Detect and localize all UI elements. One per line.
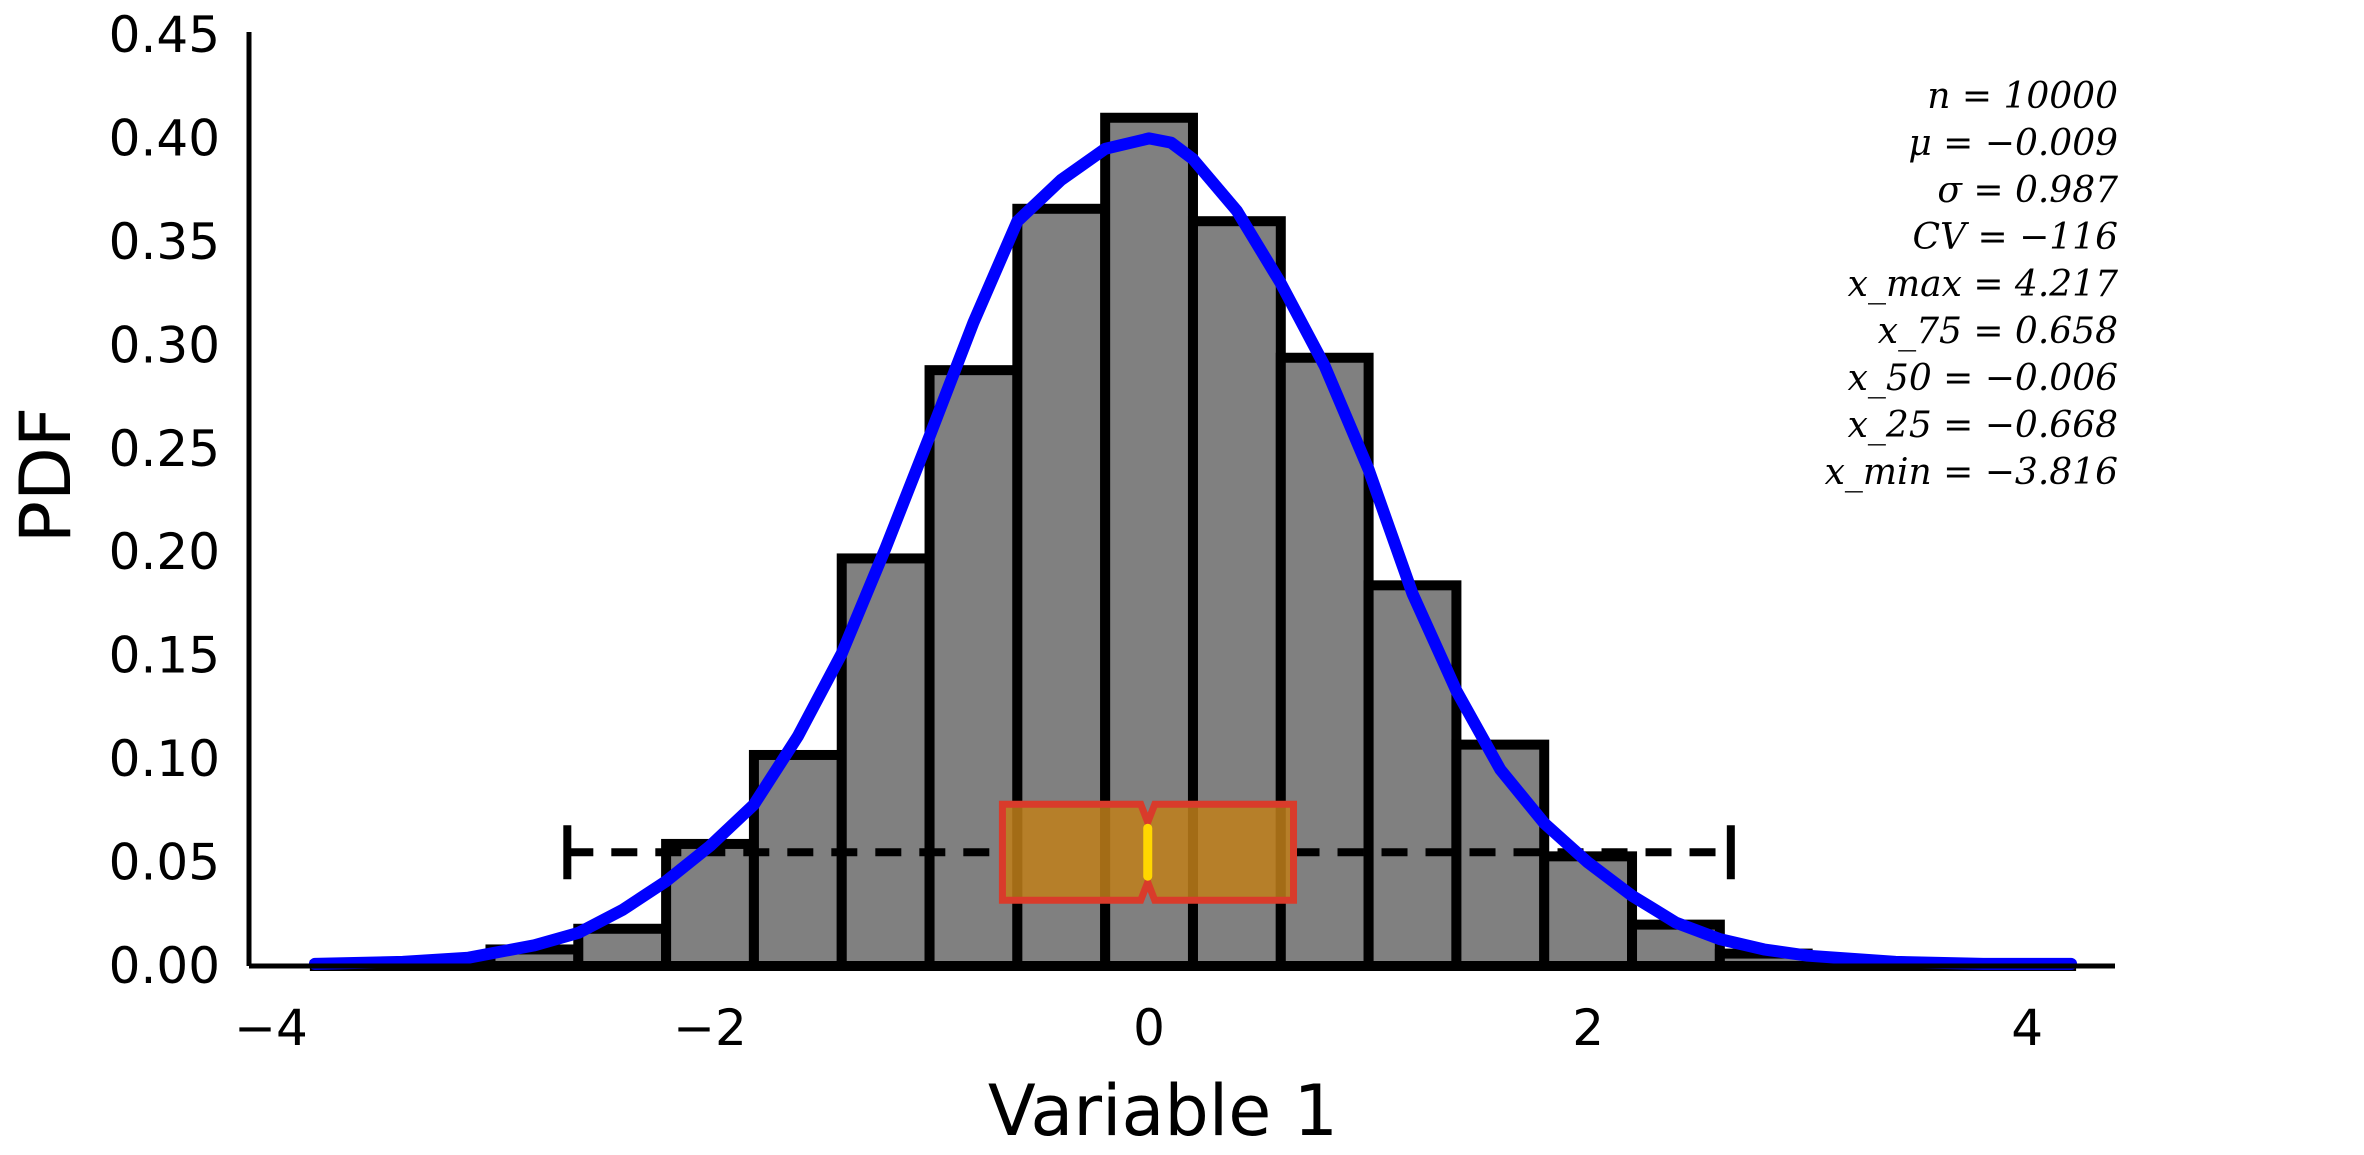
stat-annotation: n = 10000 bbox=[1927, 76, 2118, 117]
stat-annotation: x_50 = −0.006 bbox=[1848, 358, 2118, 399]
y-tick-label: 0.45 bbox=[109, 6, 220, 64]
tick-labels: −4 −2 0 2 4 0.00 0.05 0.10 0.15 0.20 0.25 0.30 0.35 0… bbox=[109, 6, 2043, 1057]
y-tick-label: 0.25 bbox=[109, 420, 220, 478]
axes bbox=[246, 32, 2115, 969]
y-tick-label: 0.15 bbox=[109, 627, 220, 685]
y-axis-title: PDF bbox=[5, 407, 87, 543]
x-tick-label: −4 bbox=[234, 999, 308, 1057]
kde-curve-layer bbox=[308, 132, 2078, 970]
y-tick-label: 0.40 bbox=[109, 109, 220, 167]
stat-annotation: x_25 = −0.668 bbox=[1848, 405, 2118, 446]
summary-statistics: n = 10000 μ = −0.009 σ = 0.987 CV = −116 x_m… bbox=[1825, 76, 2119, 493]
y-tick-label: 0.20 bbox=[109, 523, 220, 581]
x-axis-title: Variable 1 bbox=[988, 1070, 1338, 1152]
stat-annotation: x_min = −3.816 bbox=[1825, 452, 2118, 493]
stat-annotation: σ = 0.987 bbox=[1937, 170, 2118, 211]
y-tick-label: 0.35 bbox=[109, 213, 220, 271]
histogram-bar bbox=[573, 923, 672, 972]
x-tick-label: 2 bbox=[1572, 999, 1604, 1057]
histogram-bar bbox=[1539, 851, 1638, 971]
x-tick-label: 4 bbox=[2011, 999, 2043, 1057]
kde-curve bbox=[308, 132, 2078, 970]
histogram-bar bbox=[1363, 580, 1462, 972]
stat-annotation: CV = −116 bbox=[1913, 217, 2118, 258]
stat-annotation: μ = −0.009 bbox=[1908, 123, 2118, 164]
stat-annotation: x_max = 4.217 bbox=[1848, 264, 2118, 305]
x-tick-label: 0 bbox=[1133, 999, 1165, 1057]
stat-annotation: x_75 = 0.658 bbox=[1878, 311, 2118, 352]
y-tick-label: 0.05 bbox=[109, 834, 220, 892]
y-tick-label: 0.00 bbox=[109, 937, 220, 995]
histogram-bar bbox=[661, 838, 759, 971]
y-tick-label: 0.10 bbox=[109, 730, 220, 788]
y-tick-label: 0.30 bbox=[109, 316, 220, 374]
x-tick-label: −2 bbox=[673, 999, 747, 1057]
boxplot bbox=[563, 800, 1735, 904]
